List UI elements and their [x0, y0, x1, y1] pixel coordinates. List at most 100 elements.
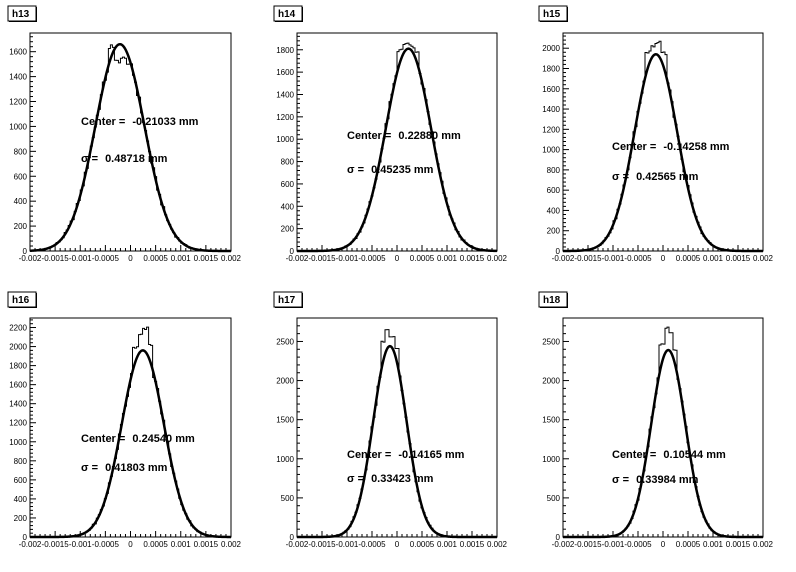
center-annotation: Center = 0.24540 mm [81, 433, 195, 445]
y-tick-label: 800 [14, 457, 28, 466]
center-value: -0.14165 mm [398, 449, 464, 461]
center-annotation: Center = 0.22880 mm [347, 130, 461, 142]
gaussian-fit-curve [30, 349, 231, 539]
y-tick-label: 500 [281, 494, 295, 503]
center-value: -0.14258 mm [663, 141, 729, 153]
y-tick-label: 1500 [542, 416, 560, 425]
y-tick-label: 0 [556, 247, 561, 256]
x-tick-label: -0.0005 [358, 254, 386, 263]
y-tick-label: 200 [547, 227, 561, 236]
x-tick-label: 0.002 [487, 254, 508, 263]
histogram-title: h16 [12, 295, 30, 306]
title-box [7, 291, 37, 308]
x-tick-label: -0.002 [19, 540, 42, 549]
center-value: -0.21033 mm [132, 116, 198, 128]
x-tick-label: 0.002 [221, 254, 242, 263]
x-tick-label: 0.002 [753, 254, 774, 263]
center-value: 0.22880 mm [398, 130, 461, 142]
y-tick-label: 1000 [9, 438, 27, 447]
y-tick-label: 0 [23, 247, 28, 256]
y-tick-label: 1600 [542, 85, 560, 94]
title-box [538, 5, 568, 22]
x-tick-label: -0.001 [602, 254, 625, 263]
x-tick-label: 0.0015 [460, 254, 485, 263]
center-label: Center = [81, 433, 128, 445]
sigma-value: 0.42565 mm [636, 171, 699, 183]
histogram-title: h13 [12, 9, 30, 20]
y-tick-label: 1000 [542, 146, 560, 155]
y-tick-label: 2200 [9, 324, 27, 333]
sigma-value: 0.41803 mm [105, 462, 168, 474]
y-tick-label: 600 [281, 180, 295, 189]
x-tick-label: 0 [128, 540, 133, 549]
x-tick-label: 0.0005 [143, 254, 168, 263]
y-tick-label: 400 [14, 197, 28, 206]
center-value: 0.24540 mm [132, 433, 195, 445]
x-tick-label: 0.001 [703, 254, 724, 263]
sigma-annotation: σ = 0.33423 mm [347, 473, 434, 485]
x-tick-label: 0.0005 [676, 254, 701, 263]
x-tick-label: 0.0015 [460, 540, 485, 549]
x-tick-label: -0.001 [336, 540, 359, 549]
x-tick-label: -0.0005 [92, 254, 120, 263]
center-annotation: Center = -0.21033 mm [81, 116, 199, 128]
center-value: 0.10544 mm [663, 449, 726, 461]
y-tick-label: 1000 [9, 122, 27, 131]
y-tick-label: 2500 [542, 337, 560, 346]
sigma-label: σ = [81, 153, 101, 165]
y-tick-label: 1400 [542, 105, 560, 114]
y-tick-label: 200 [14, 514, 28, 523]
x-tick-label: -0.001 [336, 254, 359, 263]
y-tick-label: 2000 [542, 377, 560, 386]
y-tick-label: 800 [14, 147, 28, 156]
x-tick-label: 0.0005 [410, 540, 435, 549]
y-tick-label: 1200 [276, 113, 294, 122]
gaussian-fit-curve [562, 53, 763, 253]
sigma-annotation: σ = 0.41803 mm [81, 462, 168, 474]
y-tick-label: 600 [14, 476, 28, 485]
x-tick-label: 0.002 [221, 540, 242, 549]
y-tick-label: 800 [281, 158, 295, 167]
center-annotation: Center = -0.14258 mm [612, 141, 730, 153]
x-tick-label: 0.001 [437, 540, 458, 549]
y-tick-label: 1500 [276, 416, 294, 425]
y-tick-label: 1200 [542, 125, 560, 134]
y-tick-label: 800 [547, 166, 561, 175]
x-tick-label: 0.0005 [676, 540, 701, 549]
y-tick-label: 500 [547, 494, 561, 503]
x-tick-label: 0.0005 [410, 254, 435, 263]
y-tick-label: 0 [556, 533, 561, 542]
sigma-value: 0.48718 mm [105, 153, 168, 165]
y-tick-label: 400 [547, 206, 561, 215]
y-tick-label: 0 [23, 533, 28, 542]
y-tick-label: 2000 [9, 343, 27, 352]
x-tick-label: -0.002 [552, 540, 575, 549]
y-tick-label: 0 [290, 533, 295, 542]
y-tick-label: 600 [14, 172, 28, 181]
x-tick-label: 0.001 [703, 540, 724, 549]
center-label: Center = [612, 141, 659, 153]
title-box [273, 5, 303, 22]
y-tick-label: 0 [290, 247, 295, 256]
sigma-label: σ = [81, 462, 101, 474]
y-tick-label: 2500 [276, 337, 294, 346]
gaussian-fit-curve [29, 42, 231, 253]
y-tick-label: 2000 [542, 44, 560, 53]
x-tick-label: -0.001 [69, 254, 92, 263]
y-tick-label: 1000 [542, 455, 560, 464]
x-tick-label: -0.0015 [574, 540, 602, 549]
sigma-label: σ = [612, 171, 632, 183]
gaussian-fit-curve [563, 348, 763, 539]
x-tick-label: -0.002 [19, 254, 42, 263]
x-tick-label: -0.0005 [358, 540, 386, 549]
y-tick-label: 1400 [276, 90, 294, 99]
x-tick-label: -0.002 [286, 540, 309, 549]
center-annotation: Center = 0.10544 mm [612, 449, 726, 461]
x-tick-label: -0.001 [69, 540, 92, 549]
y-tick-label: 2000 [276, 377, 294, 386]
y-tick-label: 1400 [9, 400, 27, 409]
y-tick-label: 600 [547, 186, 561, 195]
y-tick-label: 1600 [9, 48, 27, 57]
